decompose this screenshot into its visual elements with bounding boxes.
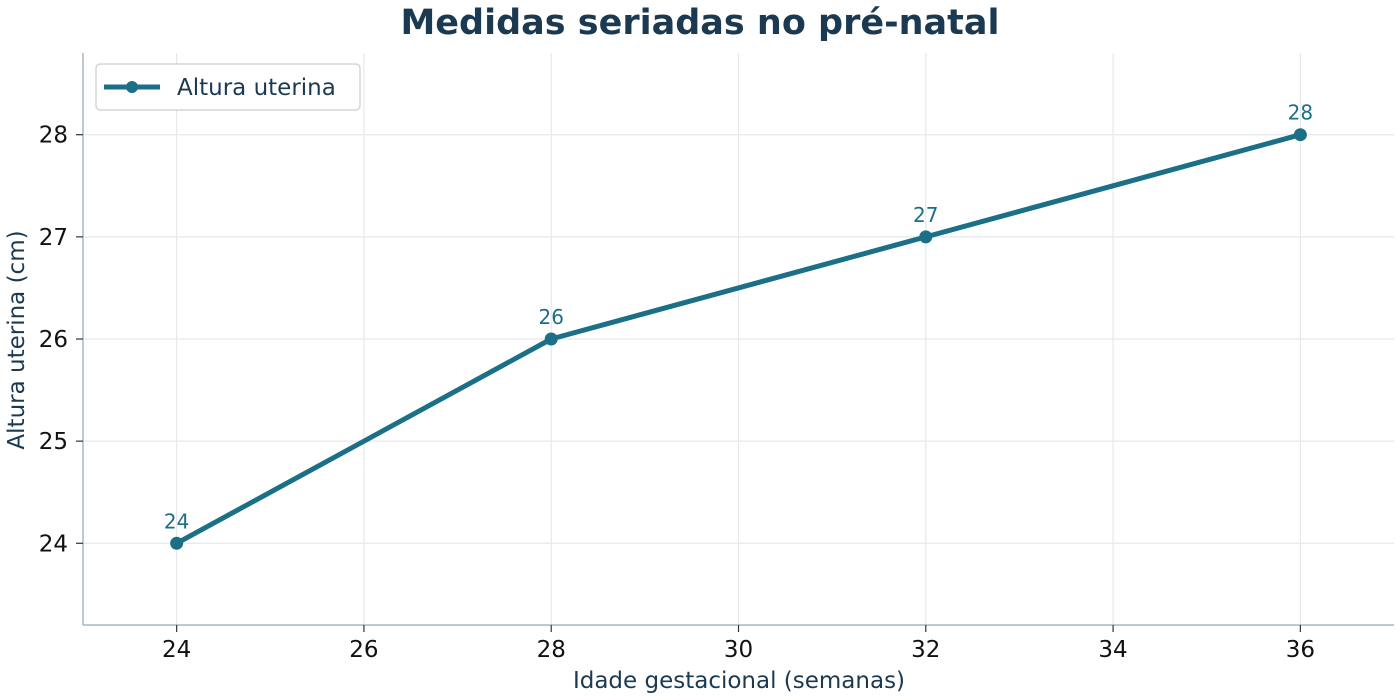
data-labels: 24 26 27 28 [164,101,1313,534]
legend: Altura uterina [95,63,361,111]
y-tick-label-2: 26 [39,327,68,353]
data-label-0-3: 28 [1288,101,1313,125]
data-label-0-1: 26 [538,305,563,329]
series-layer [170,128,1307,550]
legend-marker [126,81,138,93]
x-tick-label-4: 32 [911,637,940,663]
data-point-0-3 [1293,128,1307,142]
x-tick-label-3: 30 [724,637,753,663]
x-tick-label-1: 26 [349,637,378,663]
x-tick-label-6: 36 [1286,637,1315,663]
x-tick-label-5: 34 [1098,637,1127,663]
y-tick-label-1: 25 [39,429,68,455]
series-line-0 [174,132,1303,546]
data-point-0-2 [919,230,933,244]
x-axis-label: Idade gestacional (semanas) [573,668,905,694]
legend-entry-altura-uterina: Altura uterina [177,75,336,101]
grid-lines [83,53,1394,625]
data-label-0-0: 24 [164,509,189,533]
y-tick-label-0: 24 [39,531,68,557]
data-point-0-0 [170,536,184,550]
x-tick-label-0: 24 [162,637,191,663]
y-tick-label-4: 28 [39,123,68,149]
legend-box [95,63,361,111]
chart-title: Medidas seriadas no pré-natal [400,3,999,43]
data-point-0-1 [544,332,558,346]
y-axis-label: Altura uterina (cm) [4,230,30,449]
data-label-0-2: 27 [913,203,938,227]
x-tick-label-2: 28 [537,637,566,663]
tick-labels: 24 26 28 30 32 34 36 24 25 26 27 28 [39,123,1315,663]
y-tick-label-3: 27 [39,225,68,251]
